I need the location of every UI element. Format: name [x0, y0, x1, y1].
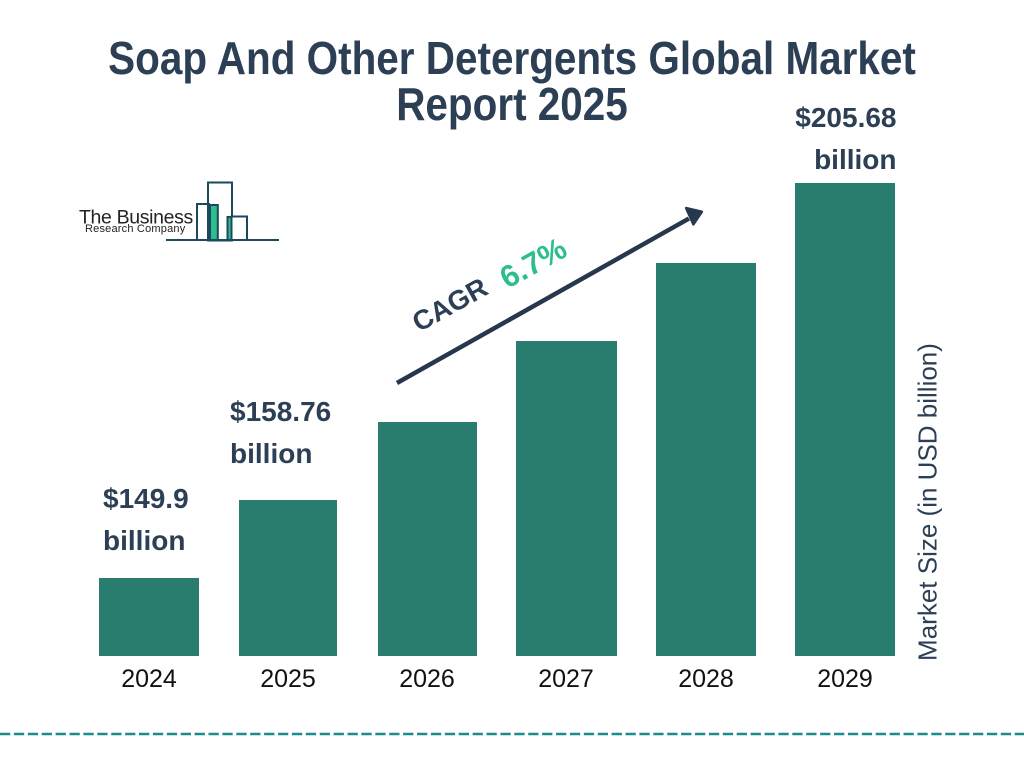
- svg-text:The Business: The Business: [79, 206, 194, 228]
- svg-text:Research Company: Research Company: [85, 223, 186, 235]
